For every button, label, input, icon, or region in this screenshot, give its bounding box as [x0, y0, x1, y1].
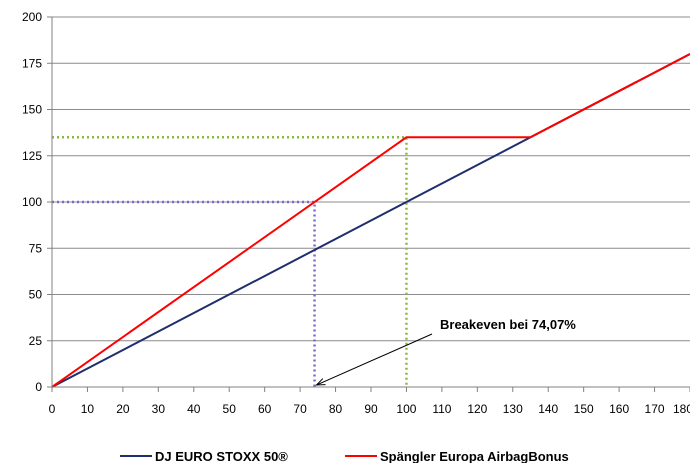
x-tick-label: 170	[645, 402, 665, 416]
y-tick-label: 125	[22, 149, 42, 163]
x-tick-label: 30	[152, 402, 166, 416]
x-tick-label: 70	[293, 402, 307, 416]
reference-line-0	[52, 136, 408, 387]
legend-label-airbag-bonus: Spängler Europa AirbagBonus	[380, 449, 569, 463]
x-tick-label: 140	[538, 402, 558, 416]
y-tick-label: 200	[22, 10, 42, 24]
x-tick-label: 10	[81, 402, 95, 416]
series-line-airbag-bonus	[51, 53, 690, 388]
x-tick-label: 20	[116, 402, 130, 416]
breakeven-annotation: Breakeven bei 74,07%	[315, 317, 576, 386]
x-tick-label: 80	[329, 402, 343, 416]
legend: DJ EURO STOXX 50® Spängler Europa Airbag…	[120, 449, 569, 463]
x-tick-label: 100	[396, 402, 416, 416]
x-tick-label: 160	[609, 402, 629, 416]
x-tick-label: 50	[223, 402, 237, 416]
axes: 0 25 50 75 100 125 150 175 200 0 10 20 30 40 50 60 70 80 9…	[22, 10, 690, 416]
y-tick-label: 100	[22, 195, 42, 209]
x-tick-label: 60	[258, 402, 272, 416]
x-tick-label: 180	[673, 402, 690, 416]
x-tick-label: 40	[187, 402, 201, 416]
y-tick-label: 25	[29, 334, 43, 348]
y-tick-label: 150	[22, 103, 42, 117]
annotation-text: Breakeven bei 74,07%	[440, 317, 576, 332]
legend-label-dj-euro-stoxx: DJ EURO STOXX 50®	[155, 449, 288, 463]
reference-lines	[52, 136, 408, 387]
x-tick-label: 150	[574, 402, 594, 416]
y-tick-label: 175	[22, 56, 42, 70]
annotation-arrowhead	[315, 378, 326, 386]
y-tick-label: 0	[35, 380, 42, 394]
y-tick-label: 75	[29, 241, 43, 255]
x-tick-label: 120	[467, 402, 487, 416]
x-tick-label: 90	[364, 402, 378, 416]
x-tick-label: 0	[49, 402, 56, 416]
annotation-arrow	[316, 333, 433, 386]
x-tick-label: 110	[432, 402, 451, 416]
reference-line-1	[52, 200, 316, 387]
y-tick-label: 50	[29, 288, 43, 302]
series-lines	[51, 53, 690, 388]
x-tick-label: 130	[503, 402, 523, 416]
